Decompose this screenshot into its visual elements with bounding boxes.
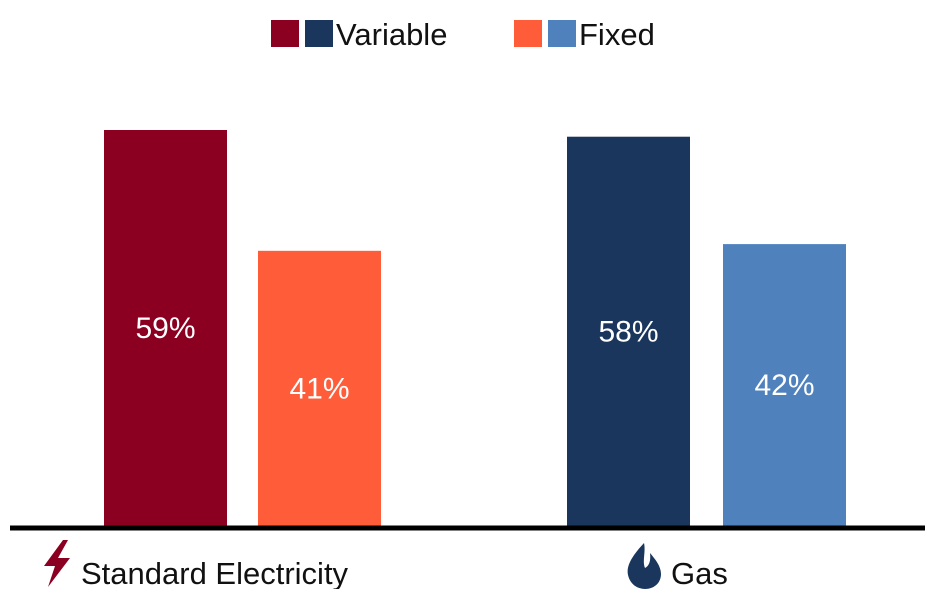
category-label-standard-electricity: Standard Electricity bbox=[81, 556, 349, 589]
legend: Variable Fixed bbox=[271, 17, 655, 52]
bar-standard-electricity-fixed bbox=[258, 250, 381, 527]
category-label-gas: Gas bbox=[671, 556, 728, 589]
lightning-bolt-icon bbox=[44, 540, 70, 587]
legend-label-fixed: Fixed bbox=[579, 17, 655, 52]
gas-flame-icon bbox=[627, 543, 661, 589]
legend-swatch-variable-1 bbox=[271, 20, 299, 47]
legend-label-variable: Variable bbox=[336, 17, 447, 52]
bar-value-label-gas-fixed: 42% bbox=[754, 369, 814, 402]
category-labels: Standard Electricity Gas bbox=[44, 540, 728, 589]
legend-swatch-fixed-1 bbox=[514, 20, 542, 47]
bar-value-label-standard-electricity-fixed: 41% bbox=[289, 372, 349, 405]
legend-swatch-variable-2 bbox=[305, 20, 333, 47]
bar-labels: 59% 41% 58% 42% bbox=[135, 312, 814, 405]
bar-gas-fixed bbox=[723, 244, 846, 527]
legend-swatch-fixed-2 bbox=[548, 20, 576, 47]
bars bbox=[104, 130, 846, 527]
bar-value-label-standard-electricity-variable: 59% bbox=[135, 312, 195, 345]
bar-standard-electricity-variable bbox=[104, 130, 227, 526]
bar-value-label-gas-variable: 58% bbox=[598, 315, 658, 348]
bar-gas-variable bbox=[567, 136, 690, 527]
